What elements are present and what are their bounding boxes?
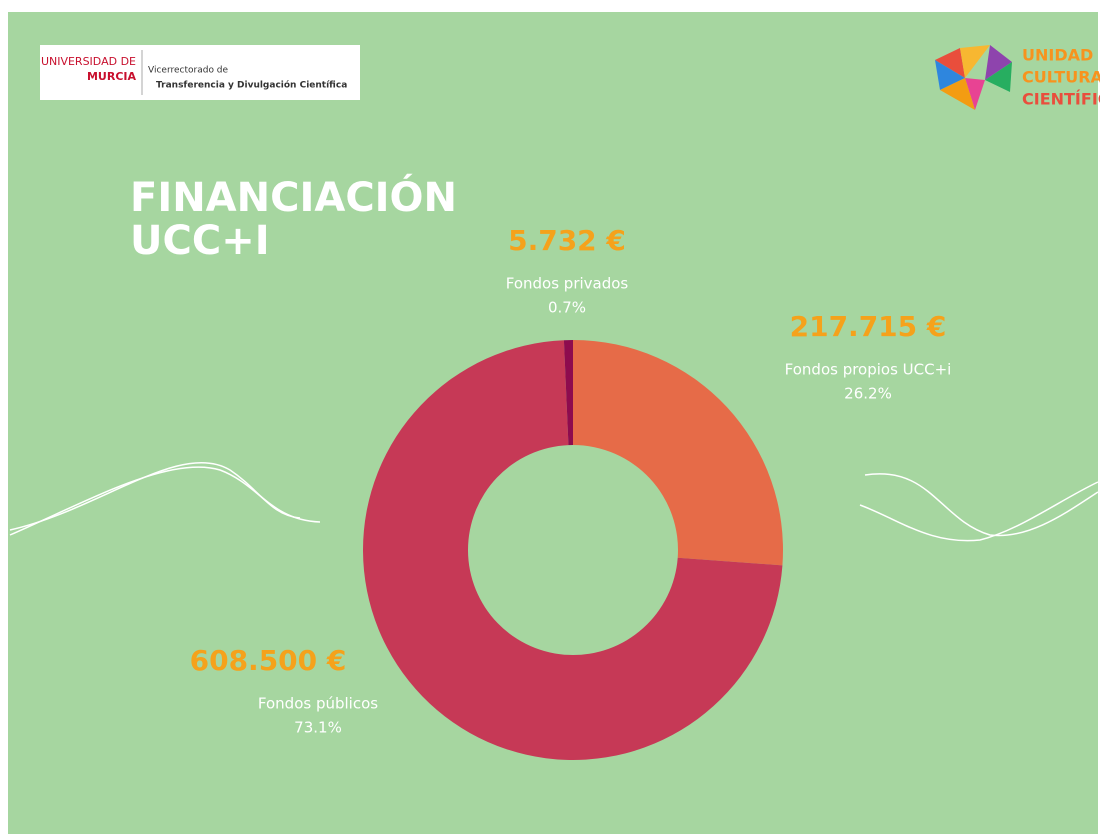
office-name: Vicerrectorado de (148, 66, 229, 76)
percent-label: 26.2% (844, 385, 892, 403)
page: UNIVERSIDAD DE MURCIA Vicerrectorado de … (0, 0, 1100, 838)
category-label: Fondos privados (506, 275, 629, 293)
value-label: 217.715 € (790, 310, 947, 343)
university-logo: UNIVERSIDAD DE MURCIA Vicerrectorado de … (40, 45, 360, 100)
percent-label: 0.7% (548, 299, 586, 317)
unit-name: UNIDAD (1022, 46, 1093, 65)
category-label: Fondos públicos (258, 695, 378, 713)
university-name: MURCIA (87, 70, 137, 83)
unit-name: CULTURA (1022, 68, 1100, 87)
infographic: UNIVERSIDAD DE MURCIA Vicerrectorado de … (0, 0, 1100, 838)
university-name: UNIVERSIDAD DE (41, 55, 136, 68)
title: FINANCIACIÓN (130, 173, 457, 221)
category-label: Fondos propios UCC+i (785, 361, 952, 379)
value-label: 608.500 € (190, 644, 347, 677)
office-name: Transferencia y Divulgación Científica (156, 80, 347, 91)
unit-name: CIENTÍFICA (1022, 90, 1100, 109)
value-label: 5.732 € (508, 224, 626, 257)
title: UCC+I (130, 218, 270, 264)
percent-label: 73.1% (294, 719, 342, 737)
